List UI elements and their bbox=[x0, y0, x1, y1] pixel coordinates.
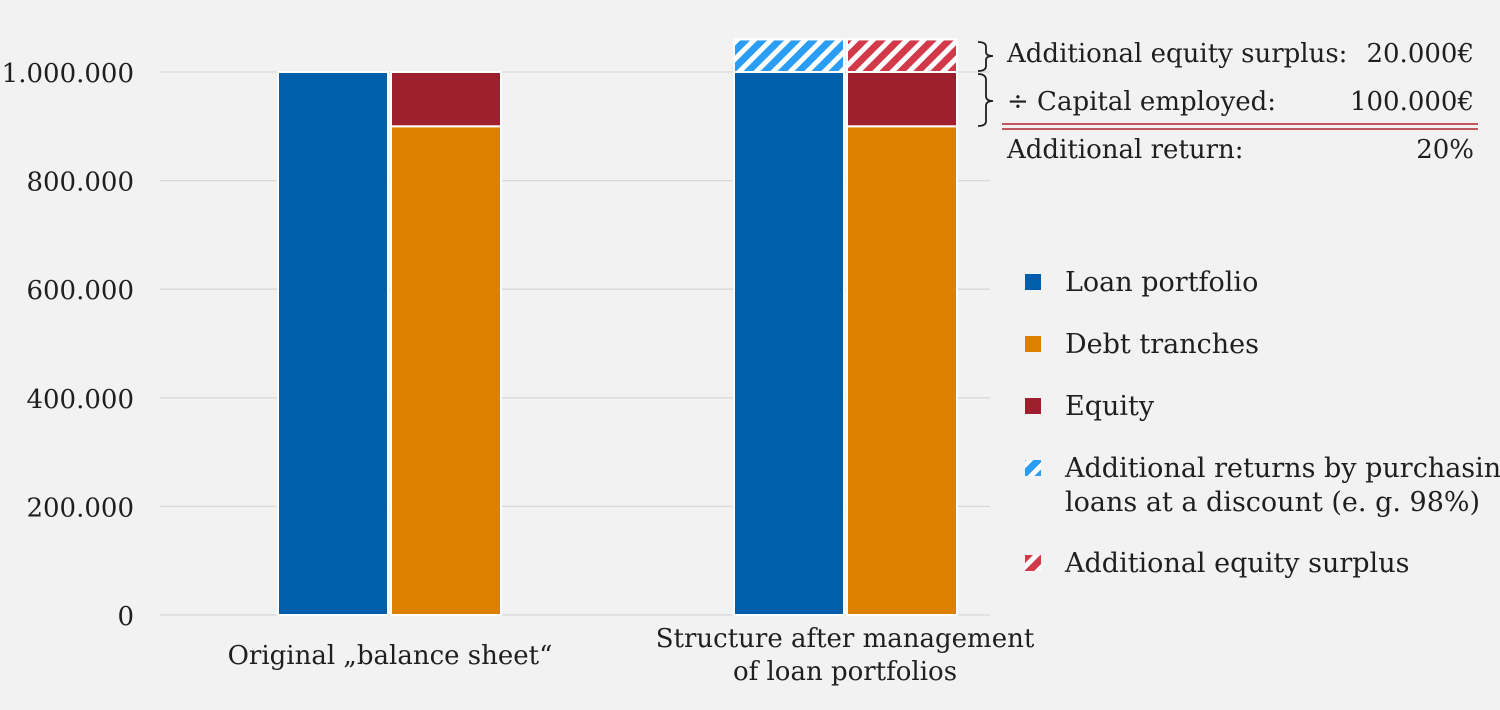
annotation-label: Additional return: bbox=[1006, 135, 1244, 165]
legend-label: Equity bbox=[1065, 391, 1155, 422]
y-tick-label: 800.000 bbox=[26, 168, 134, 198]
annotation-box: Additional equity surplus: 20.000€ ÷ Capit… bbox=[977, 39, 1478, 165]
legend-label: Additional equity surplus bbox=[1064, 548, 1409, 579]
y-tick-label: 1.000.000 bbox=[2, 59, 134, 89]
bar-segment bbox=[390, 71, 502, 128]
y-axis-ticks: 0 200.000 400.000 600.000 800.000 1.000.000 bbox=[2, 59, 134, 632]
legend: Loan portfolio Debt tranches Equity Additio… bbox=[1025, 267, 1500, 579]
bars bbox=[277, 38, 958, 617]
annotation-value: 100.000€ bbox=[1350, 87, 1474, 117]
x-axis-labels: Original „balance sheet“ Structure after … bbox=[228, 624, 1035, 687]
bar-segment bbox=[846, 125, 958, 617]
bar-segment bbox=[846, 38, 958, 73]
legend-swatch bbox=[1025, 460, 1041, 476]
bar-segment bbox=[277, 71, 389, 616]
legend-label: Loan portfolio bbox=[1065, 267, 1258, 298]
bar-segment bbox=[846, 71, 958, 128]
annotation-value: 20% bbox=[1416, 135, 1474, 165]
y-tick-label: 200.000 bbox=[26, 493, 134, 523]
legend-swatch bbox=[1025, 336, 1041, 352]
bracket-icon bbox=[977, 73, 994, 127]
legend-swatch bbox=[1025, 274, 1041, 290]
bar-segment bbox=[733, 38, 845, 73]
y-tick-label: 400.000 bbox=[26, 385, 134, 415]
legend-swatch bbox=[1025, 555, 1041, 571]
legend-swatch bbox=[1025, 398, 1041, 414]
bracket-icon bbox=[977, 41, 994, 72]
bar-segment bbox=[733, 71, 845, 616]
annotation-value: 20.000€ bbox=[1366, 39, 1474, 69]
legend-label: Additional returns by purchasing loans at… bbox=[1064, 453, 1500, 518]
annotation-label: ÷ Capital employed: bbox=[1007, 87, 1276, 117]
annotation-label: Additional equity surplus: bbox=[1006, 39, 1347, 69]
legend-label: Debt tranches bbox=[1065, 329, 1259, 360]
x-axis-label: Structure after management of loan portfo… bbox=[656, 624, 1035, 687]
y-tick-label: 600.000 bbox=[26, 276, 134, 306]
y-tick-label: 0 bbox=[117, 602, 134, 632]
bar-segment bbox=[390, 125, 502, 617]
x-axis-label: Original „balance sheet“ bbox=[228, 641, 553, 671]
